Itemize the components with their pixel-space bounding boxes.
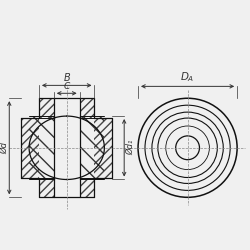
Bar	[80, 98, 94, 118]
Text: Ød₁: Ød₁	[126, 140, 135, 156]
Bar	[80, 116, 104, 180]
Bar	[21, 118, 39, 178]
Text: Ød: Ød	[0, 142, 9, 154]
Text: $D_A$: $D_A$	[180, 70, 195, 85]
Bar	[80, 178, 94, 197]
Text: C: C	[64, 82, 70, 91]
Bar	[94, 118, 112, 178]
Bar	[29, 116, 54, 180]
Bar	[39, 178, 54, 197]
Text: B: B	[63, 74, 70, 84]
Bar	[39, 98, 54, 118]
